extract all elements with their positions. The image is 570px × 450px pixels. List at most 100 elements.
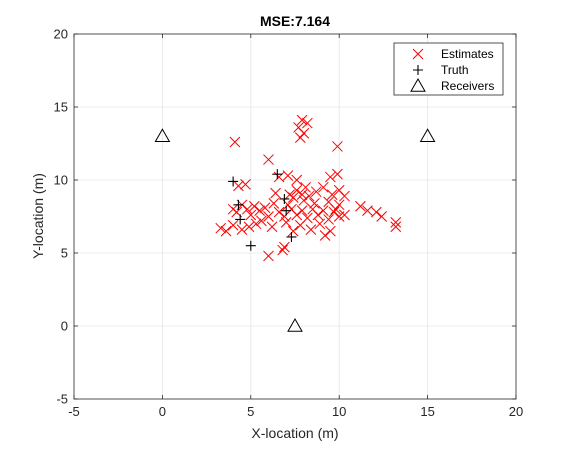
- estimate-point: [256, 215, 267, 227]
- y-tick-label: 5: [61, 246, 68, 261]
- estimate-point: [326, 189, 338, 200]
- legend-label-truth: Truth: [441, 63, 469, 77]
- estimate-point: [245, 209, 257, 221]
- legend-icons: [410, 48, 426, 92]
- estimate-point: [309, 198, 320, 209]
- legend-icon-estimates: [412, 48, 424, 60]
- estimate-point: [300, 181, 311, 193]
- y-tick-label: 10: [54, 173, 68, 188]
- data-marks: [154, 114, 436, 332]
- estimate-point: [333, 199, 345, 211]
- x-tick-label: 0: [159, 404, 166, 419]
- x-tick-label: 10: [332, 404, 346, 419]
- estimate-point: [233, 180, 244, 192]
- legend-box: [393, 42, 504, 96]
- receiver-point: [419, 128, 436, 142]
- plot-frame: [73, 33, 517, 400]
- estimate-point: [282, 170, 294, 181]
- chart-title: MSE:7.164: [260, 13, 330, 29]
- estimate-point: [317, 205, 329, 217]
- estimate-point: [305, 224, 317, 235]
- axis-ticks: -5 0 5 10 15 20 -5 0 5 10 15 20: [54, 27, 524, 420]
- estimate-point: [323, 214, 334, 225]
- truth-point: [235, 214, 246, 225]
- estimate-point: [296, 189, 308, 200]
- y-tick-label: 20: [54, 27, 68, 42]
- estimate-point: [263, 250, 274, 262]
- estimate-point: [332, 141, 343, 152]
- estimate-point: [328, 206, 340, 218]
- y-tick-label: 0: [61, 319, 68, 334]
- estimate-point: [332, 168, 343, 180]
- truth-point: [272, 169, 283, 180]
- truth-point: [286, 231, 297, 242]
- estimate-point: [240, 179, 251, 190]
- truth-point: [281, 205, 292, 216]
- y-tick-label: 15: [54, 100, 68, 115]
- truth-point: [228, 176, 239, 187]
- estimate-point: [303, 190, 315, 202]
- x-tick-label: -5: [68, 404, 80, 419]
- receiver-point: [287, 317, 303, 332]
- estimate-point: [291, 184, 303, 196]
- y-tick-label: -5: [56, 392, 68, 407]
- estimate-point: [254, 205, 265, 217]
- x-axis-label: X-location (m): [251, 425, 338, 441]
- estimate-point: [370, 206, 382, 218]
- truth-point: [279, 193, 290, 204]
- estimate-point: [310, 186, 322, 198]
- estimate-point: [376, 211, 387, 222]
- truth-point: [233, 199, 244, 210]
- estimate-point: [215, 222, 227, 234]
- estimate-point: [248, 200, 260, 212]
- estimate-point: [319, 230, 331, 241]
- estimate-point: [220, 225, 232, 237]
- estimate-point: [296, 205, 308, 217]
- x-tick-label: 15: [420, 404, 434, 419]
- estimate-point: [291, 174, 303, 186]
- estimate-point: [294, 219, 306, 231]
- estimate-point: [294, 132, 306, 144]
- estimate-point: [362, 205, 373, 217]
- estimate-point: [312, 209, 324, 221]
- estimate-point: [241, 203, 253, 215]
- estimate-point: [390, 216, 402, 228]
- estimate-point: [263, 154, 274, 165]
- estimate-point: [296, 114, 308, 126]
- legend: Estimates Truth Receivers: [393, 42, 504, 96]
- estimate-point: [302, 117, 313, 129]
- estimate-point: [291, 209, 303, 221]
- estimate-point: [268, 198, 280, 209]
- estimate-point: [273, 206, 285, 218]
- legend-label-receivers: Receivers: [441, 79, 494, 93]
- estimate-point: [330, 203, 342, 215]
- estimate-point: [263, 211, 274, 222]
- estimate-point: [298, 127, 310, 139]
- estimate-point: [236, 224, 248, 235]
- estimate-point: [277, 244, 288, 256]
- estimate-point: [390, 221, 402, 233]
- estimate-point: [227, 219, 239, 231]
- estimate-point: [280, 216, 292, 228]
- estimate-point: [266, 221, 278, 233]
- legend-icon-receivers: [410, 77, 426, 92]
- estimate-point: [314, 218, 326, 230]
- estimate-point: [270, 187, 281, 199]
- estimate-point: [325, 171, 336, 183]
- estimate-point: [339, 209, 350, 221]
- estimate-point: [259, 202, 271, 214]
- x-tick-label: 20: [509, 404, 523, 419]
- x-tick-label: 5: [247, 404, 254, 419]
- estimate-point: [355, 200, 366, 212]
- legend-icon-truth: [413, 65, 423, 75]
- estimate-point: [317, 181, 329, 193]
- receiver-point: [154, 128, 171, 142]
- estimate-point: [250, 218, 262, 230]
- estimate-point: [279, 241, 290, 253]
- estimate-point: [298, 195, 310, 206]
- estimate-point: [229, 136, 241, 148]
- estimate-point: [339, 190, 350, 202]
- legend-label-estimates: Estimates: [441, 47, 494, 61]
- estimate-point: [325, 225, 336, 237]
